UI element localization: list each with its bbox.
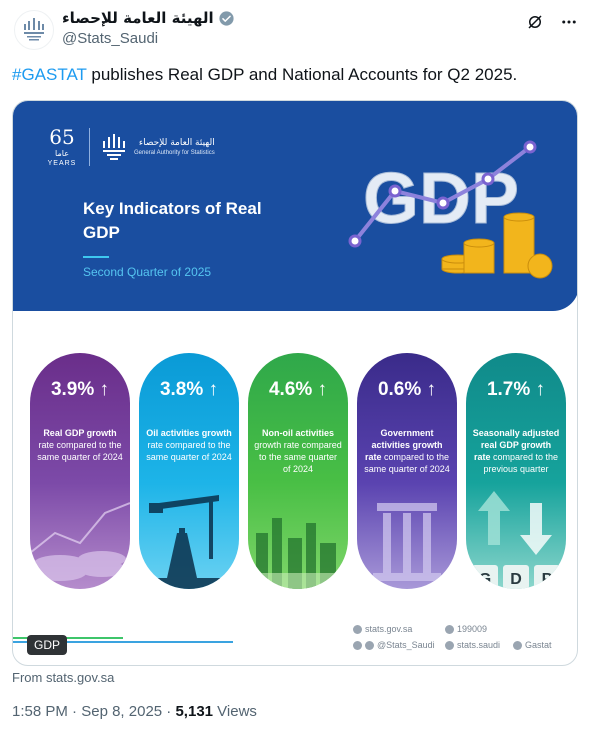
contact-social: @Stats_Saudi [377,640,435,650]
tweet-header: الهيئة العامة للإحصاء @Stats_Saudi [12,8,579,56]
indicator-real-gdp: 3.9% ↑ Real GDP growth rate compared to … [30,353,130,589]
indicator-seasonally-adjusted: 1.7% ↑ Seasonally adjusted real GDP grow… [466,353,566,589]
linkedin-icon [513,640,522,650]
indicator-value: 4.6% [268,379,313,400]
views-label: Views [213,703,257,720]
logo-icon [24,18,44,41]
trend-points [348,140,537,248]
coin-stacks [441,212,553,279]
infographic-footer: GDP stats.gov.sa 199009 @Stats_Saudi sta… [13,606,577,665]
phone-icon [445,624,454,634]
up-arrow-icon: ↑ [99,379,110,400]
svg-text:D: D [510,571,522,588]
hashtag-link[interactable]: #GASTAT [12,65,87,84]
gdp-art-word: GDP [363,159,519,239]
indicator-oil-activities: 3.8% ↑ Oil activities growth rate compar… [139,353,239,589]
city-art [248,518,348,589]
indicator-description: Non-oil activities growth rate compared … [254,428,342,474]
years-en: YEARS [47,160,77,167]
years-ar: عاما [55,149,69,158]
source-link[interactable]: From stats.gov.sa [12,670,115,685]
indicator-description: Real GDP growth rate compared to the sam… [37,428,123,462]
infographic-title: Key Indicators of Real GDP [83,199,262,242]
facebook-icon [445,640,454,650]
org-name-en: General Authority for Statistics [134,150,215,156]
indicator-non-oil-activities: 4.6% ↑ Non-oil activities growth rate co… [248,353,348,589]
indicator-pills: 3.9% ↑ Real GDP growth rate compared to … [30,353,566,589]
indicator-description: Oil activities growth rate compared to t… [146,428,232,462]
infographic-subtitle: Second Quarter of 2025 [83,265,212,279]
tweet-meta: 1:58 PM · Sep 8, 2025 · 5,131 Views [12,703,257,720]
media-tag-gdp[interactable]: GDP [27,635,68,655]
title-rule [83,256,109,258]
views-count: 5,131 [175,703,214,720]
up-arrow-icon: ↑ [426,379,437,400]
indicator-government-activities: 0.6% ↑ Government activities growth rate… [357,353,457,589]
post-date[interactable]: Sep 8, 2025 [81,703,163,720]
footer-decor-lines [13,637,233,643]
up-arrow-icon: ↑ [535,379,546,400]
tweet-media-infographic[interactable]: 65 عاما YEARS الهيئة العامة للإحصاء [12,100,578,666]
gdp-chart-illustration: GDP [348,140,553,279]
columns-art [373,503,441,581]
handle[interactable]: @Stats_Saudi [62,30,159,47]
instagram-icon [365,640,374,650]
display-name[interactable]: الهيئة العامة للإحصاء [62,9,214,27]
contact-phone: 199009 [457,624,488,634]
indicator-description: Government activities growth rate compar… [364,428,450,474]
up-arrow-icon: ↑ [317,379,328,400]
indicator-value: 0.6% [377,379,422,400]
indicator-value: 3.8% [159,379,204,400]
indicator-description: Seasonally adjusted real GDP growth rate… [472,428,560,474]
gastat-emblem-icon [103,134,125,160]
oil-pump-art [139,495,239,589]
grok-icon[interactable] [525,12,545,32]
contact-website: stats.gov.sa [365,624,413,634]
up-down-arrows-art: G D P [472,491,560,589]
gastat-logo: 65 عاما YEARS الهيئة العامة للإحصاء [45,127,215,167]
infographic-banner: 65 عاما YEARS الهيئة العامة للإحصاء [13,101,577,311]
globe-icon [353,624,362,634]
x-icon [353,640,362,650]
indicator-value: 1.7% [486,379,531,400]
contact-other: Gastat [525,640,552,650]
up-arrow-icon: ↑ [208,379,219,400]
avatar[interactable] [14,10,54,50]
svg-text:P: P [542,571,553,588]
logo-divider [89,128,90,166]
verified-badge-icon [219,10,234,26]
years-number: 65 [49,125,75,149]
org-name-ar: الهيئة العامة للإحصاء [138,138,215,148]
svg-text:G: G [479,571,491,588]
post-time[interactable]: 1:58 PM [12,703,68,720]
tweet-body: publishes Real GDP and National Accounts… [86,65,518,84]
tweet-text: #GASTAT publishes Real GDP and National … [12,64,579,86]
more-icon[interactable] [559,12,579,32]
indicator-value: 3.9% [50,379,95,400]
coins-chart-art [30,502,130,581]
contact-facebook: stats.saudi [457,640,501,650]
